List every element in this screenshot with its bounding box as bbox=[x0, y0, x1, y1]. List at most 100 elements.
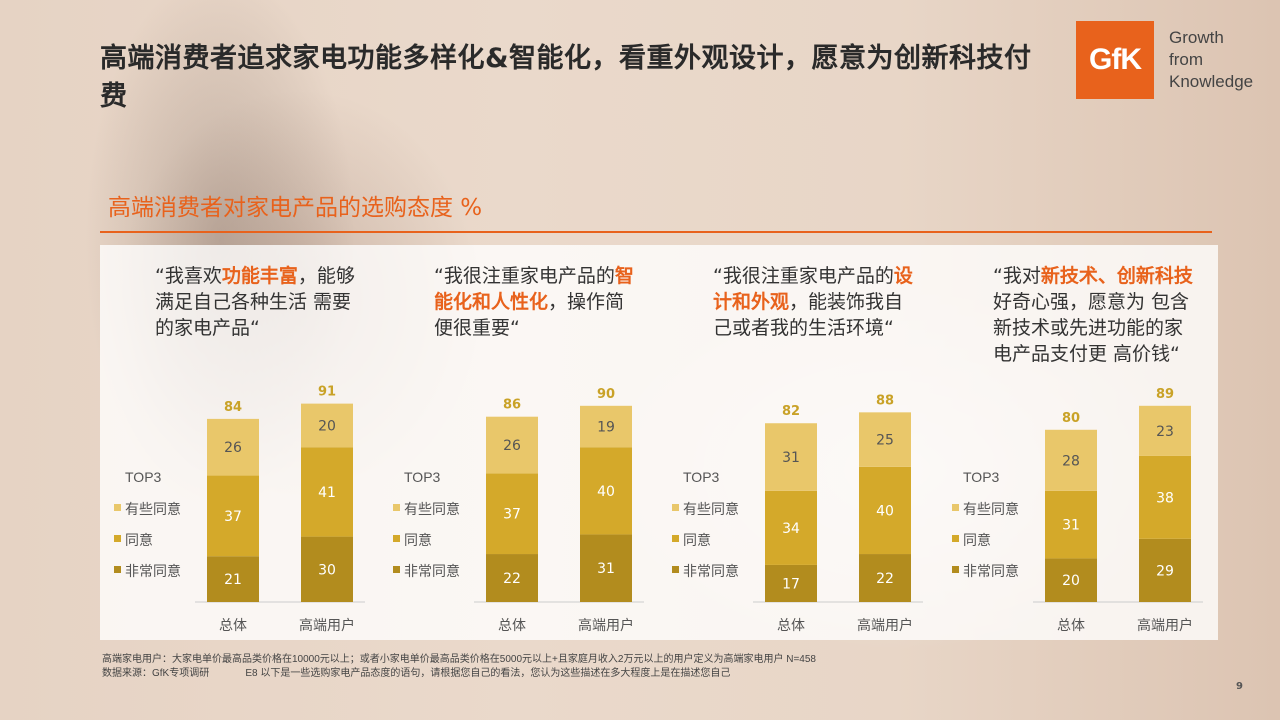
legend-title: TOP3 bbox=[683, 469, 720, 485]
legend-label: 非常同意 bbox=[404, 563, 460, 580]
bar-segment bbox=[486, 554, 538, 602]
bar-segment bbox=[301, 536, 353, 602]
bar-value-label: 21 bbox=[224, 572, 242, 588]
quote-4: “我对新技术、创新科技好奇心强，愿意为 包含新技术或先进功能的家电产品支付更 高… bbox=[993, 263, 1193, 367]
x-tick-label: 总体 bbox=[219, 618, 247, 634]
bar-segment bbox=[1139, 405, 1191, 456]
bar-segment bbox=[207, 556, 259, 602]
bar-segment bbox=[1045, 490, 1097, 559]
bar-value-label: 30 bbox=[318, 562, 336, 578]
bar-value-label: 22 bbox=[876, 571, 894, 587]
quote-text: ，能装饰我自己或者我的生活环境“ bbox=[713, 291, 904, 339]
x-tick-label: 高端用户 bbox=[1137, 617, 1193, 634]
bar-total-label: 91 bbox=[318, 385, 336, 400]
bar-total-label: 84 bbox=[224, 400, 242, 415]
bar-segment bbox=[1139, 538, 1191, 602]
legend-title: TOP3 bbox=[963, 469, 1000, 485]
x-tick-label: 总体 bbox=[777, 618, 805, 634]
bar-segment bbox=[765, 423, 817, 491]
bar-segment bbox=[859, 412, 911, 467]
bar-value-label: 29 bbox=[1156, 563, 1174, 579]
bar-value-label: 37 bbox=[503, 507, 521, 523]
bar-value-label: 41 bbox=[318, 485, 336, 501]
bar-value-label: 25 bbox=[876, 433, 894, 449]
legend-swatch bbox=[672, 566, 679, 573]
bar-value-label: 19 bbox=[597, 420, 615, 436]
legend-swatch bbox=[952, 504, 959, 511]
bar-segment bbox=[1045, 558, 1097, 602]
legend-swatch bbox=[393, 504, 400, 511]
legend-label: 同意 bbox=[683, 532, 711, 549]
quote-text: “我喜欢 bbox=[155, 265, 222, 287]
bar-value-label: 17 bbox=[782, 576, 800, 592]
bar-segment bbox=[580, 405, 632, 448]
bar-value-label: 26 bbox=[503, 438, 521, 454]
legend-label: 非常同意 bbox=[963, 563, 1019, 580]
footnote-definition: 高端家电用户：大家电单价最高品类价格在10000元以上；或者小家电单价最高品类价… bbox=[102, 654, 816, 665]
gfk-logo: GfK bbox=[1076, 21, 1154, 99]
legend-label: 有些同意 bbox=[963, 501, 1019, 518]
x-tick-label: 总体 bbox=[1057, 618, 1085, 634]
quote-text: ，能够满足自己各种生活 需要的家电产品“ bbox=[155, 265, 355, 339]
page-title: 高端消费者追求家电功能多样化&智能化，看重外观设计，愿意为创新科技付费 bbox=[100, 43, 1032, 112]
bar-segment bbox=[859, 466, 911, 555]
quote-text: “我很注重家电产品的 bbox=[434, 265, 615, 287]
quote-2: “我很注重家电产品的智能化和人性化，操作简便很重要“ bbox=[434, 263, 634, 341]
bar-value-label: 31 bbox=[782, 450, 800, 466]
quote-highlight: 功能丰富 bbox=[221, 265, 298, 287]
bar-value-label: 20 bbox=[318, 418, 336, 434]
bar-segment bbox=[1045, 429, 1097, 491]
bar-value-label: 26 bbox=[224, 440, 242, 456]
bar-total-label: 80 bbox=[1062, 411, 1080, 426]
legend-label: 有些同意 bbox=[404, 501, 460, 518]
legend-swatch bbox=[114, 504, 121, 511]
legend-label: 非常同意 bbox=[683, 563, 739, 580]
quote-3: “我很注重家电产品的设计和外观，能装饰我自己或者我的生活环境“ bbox=[713, 263, 913, 341]
bar-segment bbox=[580, 534, 632, 602]
quote-highlight: 智能化和人性化 bbox=[434, 265, 634, 313]
bar-value-label: 40 bbox=[597, 484, 615, 500]
legend-swatch bbox=[393, 535, 400, 542]
bar-value-label: 34 bbox=[782, 521, 800, 537]
x-tick-label: 高端用户 bbox=[857, 617, 913, 634]
x-tick-label: 总体 bbox=[498, 618, 526, 634]
legend-label: 同意 bbox=[404, 532, 432, 549]
legend-swatch bbox=[952, 535, 959, 542]
bar-segment bbox=[486, 416, 538, 474]
bar-total-label: 90 bbox=[597, 387, 615, 402]
bar-total-label: 89 bbox=[1156, 387, 1174, 402]
logo-tagline: Growth from Knowledge bbox=[1169, 28, 1254, 91]
bar-total-label: 88 bbox=[876, 393, 894, 408]
legend-label: 有些同意 bbox=[125, 501, 181, 518]
bar-segment bbox=[1139, 455, 1191, 539]
legend-label: 非常同意 bbox=[125, 563, 181, 580]
quote-text: “我很注重家电产品的 bbox=[713, 265, 894, 287]
legend-swatch bbox=[672, 504, 679, 511]
bar-value-label: 23 bbox=[1156, 424, 1174, 440]
bar-segment bbox=[765, 490, 817, 565]
page-number: 9 bbox=[1236, 681, 1243, 692]
footnote-source: 数据来源：GfK专项调研 E8 以下是一些选购家电产品态度的语句，请根据您自己的… bbox=[102, 668, 731, 679]
bar-segment bbox=[207, 475, 259, 557]
bar-total-label: 86 bbox=[503, 398, 521, 413]
bar-value-label: 31 bbox=[597, 561, 615, 577]
legend-swatch bbox=[672, 535, 679, 542]
legend-title: TOP3 bbox=[404, 469, 441, 485]
legend-label: 同意 bbox=[963, 532, 991, 549]
bar-value-label: 37 bbox=[224, 509, 242, 525]
quote-text: 好奇心强，愿意为 包含新技术或先进功能的家电产品支付更 高价钱“ bbox=[993, 291, 1190, 365]
chart-subtitle: 高端消费者对家电产品的选购态度 % bbox=[108, 195, 483, 221]
bar-value-label: 20 bbox=[1062, 573, 1080, 589]
x-tick-label: 高端用户 bbox=[299, 617, 355, 634]
bar-segment bbox=[207, 418, 259, 476]
bar-value-label: 38 bbox=[1156, 490, 1174, 506]
legend-label: 同意 bbox=[125, 532, 153, 549]
legend-swatch bbox=[393, 566, 400, 573]
bar-segment bbox=[580, 447, 632, 535]
bar-value-label: 31 bbox=[1062, 518, 1080, 534]
legend-label: 有些同意 bbox=[683, 501, 739, 518]
quote-text: “我对 bbox=[993, 265, 1041, 287]
bar-segment bbox=[486, 473, 538, 555]
legend-swatch bbox=[114, 566, 121, 573]
